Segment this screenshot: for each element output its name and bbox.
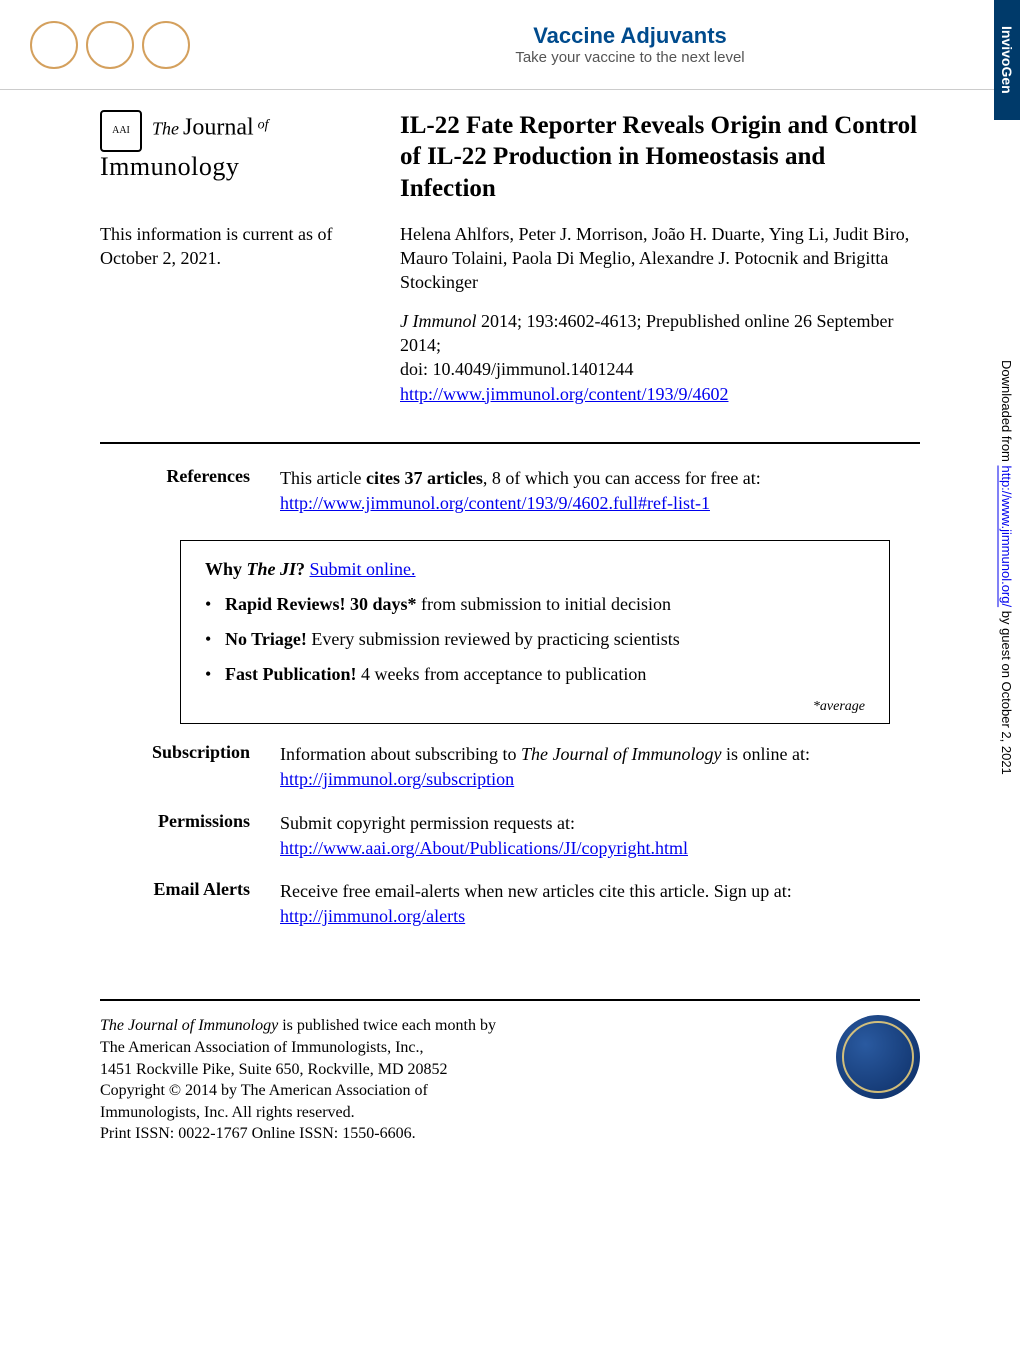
permissions-label: Permissions bbox=[100, 811, 250, 861]
why-the-ji-box: Why The JI? Submit online. Rapid Reviews… bbox=[180, 540, 890, 724]
journal-logo: AAI The Journal of Immunology bbox=[100, 110, 360, 204]
email-alerts-label: Email Alerts bbox=[100, 879, 250, 929]
article-title: IL-22 Fate Reporter Reveals Origin and C… bbox=[400, 110, 920, 204]
why-bullet-triage: No Triage! Every submission reviewed by … bbox=[205, 629, 865, 650]
article-url-link[interactable]: http://www.jimmunol.org/content/193/9/46… bbox=[400, 384, 729, 404]
current-as-of: This information is current as of Octobe… bbox=[100, 222, 360, 271]
footer-divider bbox=[100, 999, 920, 1001]
authors: Helena Ahlfors, Peter J. Morrison, João … bbox=[400, 222, 920, 295]
banner-side-tab[interactable]: InvivoGen bbox=[994, 0, 1020, 120]
permissions-url-link[interactable]: http://www.aai.org/About/Publications/JI… bbox=[280, 838, 688, 858]
top-banner-ad[interactable]: Vaccine Adjuvants Take your vaccine to t… bbox=[0, 0, 1020, 90]
subscription-url-link[interactable]: http://jimmunol.org/subscription bbox=[280, 769, 514, 789]
banner-image bbox=[30, 15, 270, 75]
aai-seal-icon bbox=[836, 1015, 920, 1099]
why-title: Why The JI? Submit online. bbox=[205, 559, 865, 580]
banner-text: Vaccine Adjuvants Take your vaccine to t… bbox=[270, 23, 990, 66]
subscription-text: Information about subscribing to The Jou… bbox=[280, 742, 920, 792]
aai-badge-icon: AAI bbox=[100, 110, 142, 152]
why-bullet-rapid: Rapid Reviews! 30 days* from submission … bbox=[205, 594, 865, 615]
average-footnote: *average bbox=[205, 699, 865, 715]
why-bullet-fast: Fast Publication! 4 weeks from acceptanc… bbox=[205, 664, 865, 685]
submit-online-link[interactable]: Submit online. bbox=[310, 559, 416, 579]
email-alerts-text: Receive free email-alerts when new artic… bbox=[280, 879, 920, 929]
subscription-label: Subscription bbox=[100, 742, 250, 792]
margin-url-link[interactable]: http://www.jimmunol.org/ bbox=[999, 466, 1014, 608]
permissions-text: Submit copyright permission requests at:… bbox=[280, 811, 920, 861]
references-text: This article cites 37 articles, 8 of whi… bbox=[280, 466, 920, 516]
references-label: References bbox=[100, 466, 250, 516]
citation: J Immunol 2014; 193:4602-4613; Prepublis… bbox=[400, 309, 920, 358]
doi: doi: 10.4049/jimmunol.1401244 bbox=[400, 357, 920, 381]
divider bbox=[100, 442, 920, 444]
banner-subtitle: Take your vaccine to the next level bbox=[270, 49, 990, 66]
footer-text: The Journal of Immunology is published t… bbox=[100, 1015, 796, 1145]
references-url-link[interactable]: http://www.jimmunol.org/content/193/9/46… bbox=[280, 493, 710, 513]
download-margin-text: Downloaded from http://www.jimmunol.org/… bbox=[999, 360, 1014, 775]
email-alerts-url-link[interactable]: http://jimmunol.org/alerts bbox=[280, 906, 465, 926]
banner-title: Vaccine Adjuvants bbox=[270, 23, 990, 49]
